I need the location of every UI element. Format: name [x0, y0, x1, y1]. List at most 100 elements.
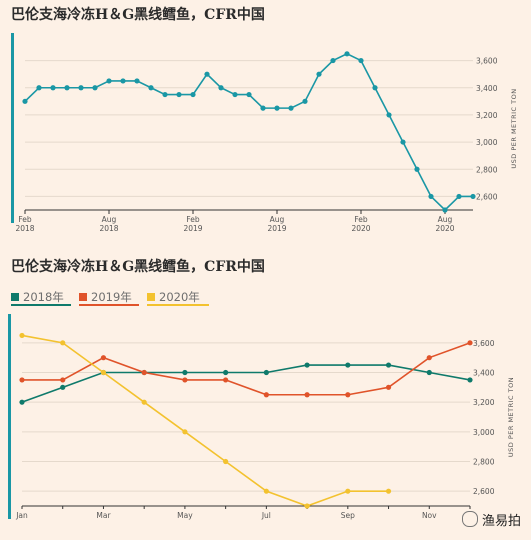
chart-1-y-tick-label-3400: 3,400	[476, 84, 498, 93]
chart-1-point-25	[372, 85, 378, 91]
chart-2-series-2-point-6	[263, 488, 269, 494]
chart-1-point-31	[456, 193, 462, 200]
chart-1-point-14	[218, 85, 224, 91]
chart-1-point-9	[148, 85, 154, 91]
chart-2-y-tick-label-3400: 3,400	[473, 369, 495, 378]
chart-1-y-tick-label-2600: 2,600	[476, 192, 498, 201]
chart-1-point-32	[470, 193, 476, 200]
chart-1-x-tick-label-year-4: 2020	[351, 224, 370, 233]
chart-2-accent-bar	[8, 314, 11, 519]
chart-1-y-tick-label-3600: 3,600	[476, 57, 498, 66]
chart-1-point-10	[162, 91, 168, 98]
chart-2-series-2-point-5	[223, 458, 229, 465]
chart-2-series-1-point-2	[100, 355, 107, 361]
chart-1-accent-bar	[11, 33, 14, 223]
chart-2-series-0-point-11	[467, 377, 473, 383]
chart-2-x-tick-label-jan: Jan	[15, 511, 28, 520]
chart-1-point-16	[246, 91, 252, 98]
chart-2-series-line-2	[21, 334, 389, 507]
chart-1-y-tick-label-3000: 3,000	[476, 138, 498, 147]
chart-2-series-2-point-9	[385, 488, 392, 494]
chart-2-series-1-point-7	[304, 392, 310, 398]
chart-2-series-1-point-11	[467, 340, 473, 346]
chart-2-series-1-point-5	[223, 377, 229, 383]
chart-1-point-18	[274, 105, 280, 111]
chart-1-point-20	[302, 98, 308, 104]
chart-1-x-tick-label-year-0: 2018	[15, 224, 34, 233]
legend-item-2018: 2018年	[11, 289, 71, 306]
chart-1-point-19	[288, 105, 294, 111]
chart-2-series-1-point-1	[60, 377, 66, 383]
chart-2-series-2-point-4	[182, 429, 188, 435]
chart-2-y-axis-label: USD PER METRIC TON	[507, 377, 515, 457]
chart-1-title: 巴伦支海冷冻H＆G黑线鳕鱼，CFR中国	[11, 7, 265, 23]
chart-1-x-tick-label-month-3: Aug	[270, 215, 285, 224]
chart-2-series-0-point-7	[304, 362, 310, 368]
legend-label-2020: 2020年	[159, 290, 200, 304]
chart-1-point-7	[120, 78, 126, 84]
chart-1-y-tick-label-2800: 2,800	[476, 165, 498, 174]
chart-1-x-tick-label-month-0: Feb	[18, 215, 32, 224]
chart-2-series-0-point-4	[182, 369, 188, 376]
chart-1-point-6	[106, 78, 112, 84]
chart-2-x-tick-label-jul: Jul	[261, 511, 271, 520]
chart-2-x-tick-label-sep: Sep	[341, 511, 355, 520]
legend-item-2019: 2019年	[79, 289, 139, 306]
chart-2-x-tick-label-nov: Nov	[422, 511, 437, 520]
chart-1-x-tick-label-year-1: 2018	[99, 224, 118, 233]
chart-1-point-23	[344, 51, 350, 57]
chart-2-series-line-0	[21, 364, 471, 403]
chart-1-point-30	[442, 207, 448, 213]
chart-2-series-1-point-9	[385, 384, 392, 390]
chart-1-point-26	[386, 112, 392, 118]
wechat-icon	[461, 511, 478, 527]
chart-2-series-2-point-8	[345, 488, 351, 494]
chart-1-y-tick-label-3200: 3,200	[476, 111, 498, 120]
chart-1-x-tick-label-month-4: Feb	[354, 215, 368, 224]
chart-2-series-2-point-7	[304, 503, 310, 509]
chart-2-series-1-point-6	[263, 392, 269, 398]
chart-2-series-2-point-3	[141, 399, 147, 405]
chart-1-point-5	[92, 85, 98, 91]
chart-2-series-0-point-0	[19, 399, 25, 405]
legend-underline-2018	[11, 304, 71, 306]
watermark-text: 渔易拍	[481, 514, 521, 529]
legend-label-2019: 2019年	[91, 290, 132, 304]
chart-2-x-tick-label-mar: Mar	[96, 511, 111, 520]
chart-1-x-tick-label-month-1: Aug	[102, 215, 117, 224]
chart-1-point-28	[414, 166, 420, 172]
chart-1-point-1	[36, 85, 42, 91]
chart-2-series-1-point-0	[19, 377, 25, 383]
chart-2-series-1-point-8	[345, 392, 351, 398]
chart-1-point-24	[358, 57, 364, 64]
chart-2-series-2-point-2	[100, 369, 107, 376]
chart-2-series-0-point-1	[60, 384, 66, 390]
legend-underline-2020	[147, 304, 209, 306]
chart-2-y-tick-label-3200: 3,200	[473, 398, 495, 407]
chart-2-series-line-1	[22, 342, 471, 396]
chart-1-point-17	[260, 105, 266, 111]
chart-1-x-tick-label-year-2: 2019	[183, 224, 202, 233]
chart-2-series-1-point-4	[182, 377, 188, 383]
chart-1-point-2	[50, 85, 56, 91]
chart-2-series-0-point-5	[223, 369, 229, 376]
chart-1-point-3	[64, 85, 70, 91]
chart-2-series-0-point-9	[385, 362, 392, 368]
chart-1-point-8	[134, 78, 140, 84]
chart-1-point-0	[22, 98, 28, 104]
legend-swatch-2018	[11, 293, 19, 301]
legend-swatch-2019	[79, 293, 87, 301]
chart-2-series-2-point-1	[60, 340, 66, 346]
chart-1-point-13	[204, 71, 210, 77]
chart-2-x-tick-label-may: May	[177, 511, 193, 520]
chart-1-x-tick-label-month-5: Aug	[438, 215, 453, 224]
legend-underline-2019	[79, 304, 139, 306]
chart-2-series-2-point-0	[19, 332, 25, 339]
chart-2-series-1-point-10	[426, 355, 432, 361]
chart-2-y-tick-label-3000: 3,000	[473, 428, 495, 437]
chart-1-x-tick-label-year-5: 2020	[435, 224, 454, 233]
chart-2-series-1-point-3	[141, 369, 147, 376]
legend-item-2020: 2020年	[147, 289, 209, 306]
chart-1-point-27	[400, 139, 406, 145]
